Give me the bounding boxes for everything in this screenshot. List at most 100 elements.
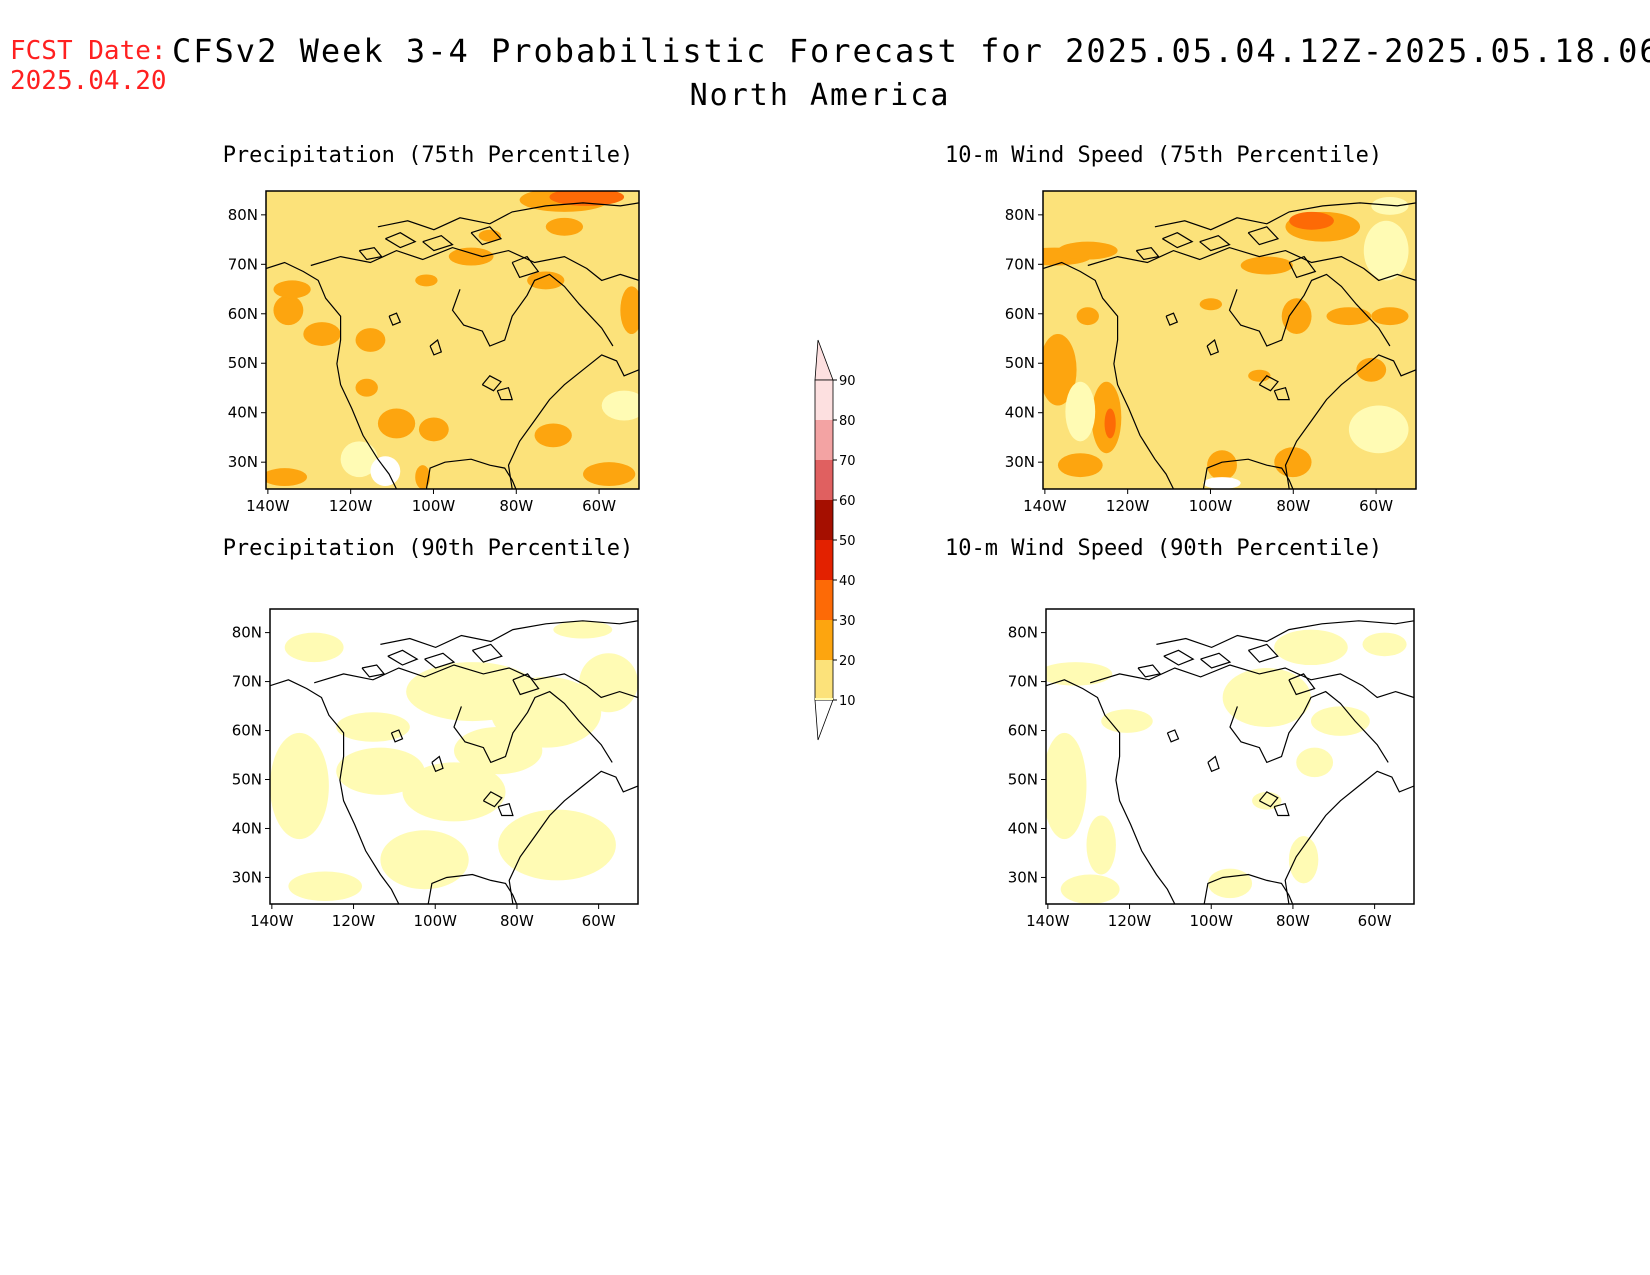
probability-shading	[1371, 307, 1409, 326]
lat-tick-label: 40N	[232, 819, 262, 837]
probability-shading	[1057, 241, 1118, 260]
coastline	[1284, 770, 1414, 904]
colorbar-segment	[815, 540, 833, 580]
coastline	[270, 679, 400, 904]
lon-tick-label: 100W	[1189, 497, 1233, 515]
probability-shading	[273, 280, 311, 299]
island-outline	[1247, 643, 1279, 663]
lon-tick-label: 100W	[413, 912, 457, 930]
panel-title-wind90: 10-m Wind Speed (90th Percentile)	[945, 536, 1383, 561]
island-outline	[387, 649, 419, 666]
probability-shading	[1104, 408, 1116, 439]
probability-shading	[1252, 791, 1282, 810]
probability-shading	[266, 468, 308, 487]
island-outline	[431, 755, 444, 773]
coastline	[1228, 273, 1391, 347]
lat-tick-label: 60N	[228, 305, 258, 323]
coastline	[266, 261, 398, 489]
lat-tick-label: 70N	[1005, 255, 1035, 273]
lat-tick-label: 40N	[1005, 404, 1035, 422]
probability-shading	[273, 295, 304, 326]
island-outline	[1258, 375, 1279, 392]
lat-tick-label: 70N	[228, 255, 258, 273]
lat-tick-label: 80N	[1005, 206, 1035, 224]
lat-tick-label: 60N	[232, 722, 262, 740]
probability-shading	[415, 274, 438, 287]
coastline	[314, 664, 638, 699]
probability-shading	[454, 727, 543, 775]
panel-title-wind75: 10-m Wind Speed (75th Percentile)	[945, 143, 1383, 168]
lon-tick-label: 80W	[499, 497, 533, 515]
coastline	[453, 690, 613, 764]
coastline	[380, 620, 638, 649]
probability-shading	[1065, 381, 1096, 442]
island-outline	[1288, 255, 1317, 279]
island-outline	[1200, 652, 1232, 669]
lat-tick-label: 50N	[232, 771, 262, 789]
probability-shading	[1363, 220, 1409, 281]
probability-shading	[1274, 629, 1348, 666]
island-outline	[1135, 246, 1160, 261]
coastline	[1090, 664, 1414, 699]
lon-tick-label: 140W	[246, 497, 290, 515]
island-outline	[361, 664, 386, 678]
colorbar-segment	[815, 620, 833, 660]
colorbar-segment	[815, 500, 833, 540]
lon-tick-label: 100W	[412, 497, 456, 515]
map-frame	[269, 608, 639, 905]
island-outline	[1165, 312, 1179, 326]
probability-shading	[549, 191, 625, 206]
map-panel-wind75: 80N 70N 60N 50N 40N 30N 140W 120W 100W 80W 60W	[1005, 190, 1417, 515]
probability-shading	[284, 632, 344, 663]
lat-tick-label: 70N	[1008, 673, 1038, 691]
lat-tick-label: 80N	[1008, 624, 1038, 642]
colorbar-tick-label: 40	[839, 574, 856, 589]
lat-tick-label: 50N	[1005, 354, 1035, 372]
probability-shading	[1043, 334, 1077, 406]
colorbar-tick-label: 70	[839, 454, 856, 469]
island-outline	[482, 791, 503, 808]
island-outline	[1247, 226, 1280, 246]
island-outline	[1273, 386, 1291, 401]
map-frame	[1042, 190, 1417, 490]
probability-shading	[415, 465, 431, 489]
probability-shading	[1203, 477, 1241, 489]
probability-shading	[583, 462, 636, 487]
map-panel-precip90: 80N 70N 60N 50N 40N 30N 140W 120W 100W 80W 60W	[232, 608, 639, 930]
panel-title-precip75: Precipitation (75th Percentile)	[222, 143, 634, 168]
island-outline	[388, 312, 402, 326]
island-outline	[429, 338, 443, 356]
lon-tick-label: 60W	[1359, 497, 1393, 515]
probability-shading	[620, 286, 639, 335]
coastline	[377, 202, 639, 231]
map-panel-wind90: 80N 70N 60N 50N 40N 30N 140W 120W 100W 80W 60W	[1008, 608, 1415, 930]
colorbar-cap-bottom	[814, 699, 834, 741]
probability-shading	[380, 830, 469, 890]
island-outline	[1166, 729, 1180, 743]
probability-shading	[601, 390, 639, 421]
fcst-date-value: 2025.04.20	[10, 66, 167, 96]
map-panel-precip75: 80N 70N 60N 50N 40N 30N 140W 120W 100W 80W 60W	[228, 190, 640, 515]
colorbar-tick-label: 30	[839, 614, 856, 629]
island-outline	[497, 802, 514, 817]
coastline	[1087, 246, 1416, 282]
colorbar-segment	[815, 460, 833, 500]
lon-tick-label: 140W	[1026, 912, 1070, 930]
probability-shading	[553, 620, 613, 639]
probability-shading	[1046, 732, 1087, 840]
probability-shading	[336, 712, 410, 742]
coastline	[451, 273, 614, 347]
probability-shading	[1046, 662, 1113, 686]
lon-tick-label: 120W	[329, 497, 373, 515]
lat-tick-label: 80N	[228, 206, 258, 224]
probability-shading	[1057, 453, 1103, 478]
lat-tick-label: 30N	[232, 868, 262, 886]
probability-shading	[1076, 307, 1099, 326]
probability-shading	[527, 271, 565, 290]
region-subtitle: North America	[689, 78, 951, 113]
lon-tick-label: 120W	[1106, 497, 1150, 515]
colorbar: 10 20 30 40 50 60 70 80 90	[814, 339, 856, 741]
colorbar-segment	[815, 420, 833, 460]
lat-tick-label: 40N	[1008, 819, 1038, 837]
